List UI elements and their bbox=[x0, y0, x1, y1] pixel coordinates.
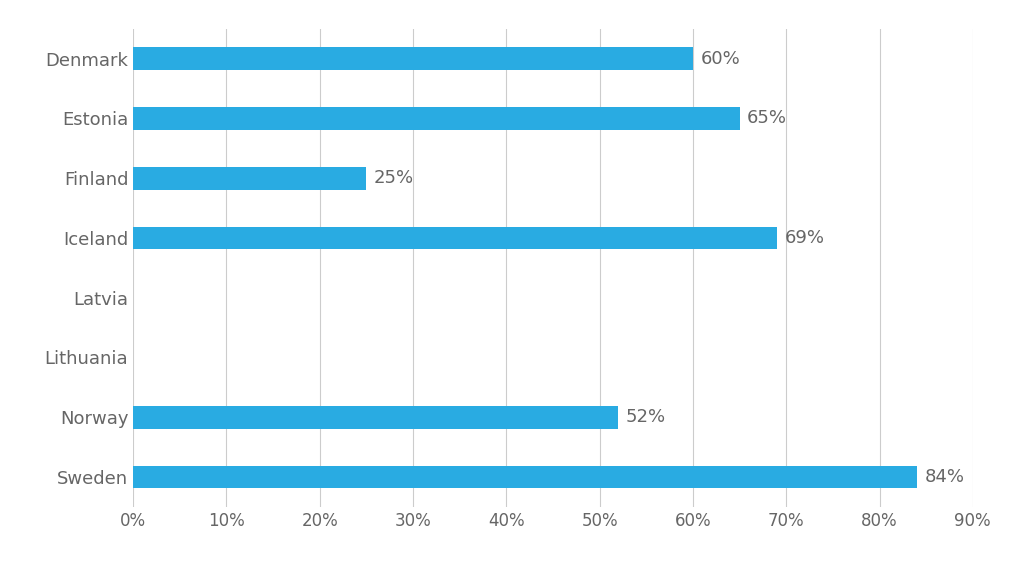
Bar bbox=[133, 167, 367, 190]
Bar bbox=[133, 465, 916, 488]
Bar bbox=[133, 107, 739, 130]
Bar bbox=[133, 47, 693, 70]
Bar bbox=[133, 226, 777, 249]
Text: 52%: 52% bbox=[626, 408, 666, 426]
Bar bbox=[133, 406, 618, 429]
Text: 84%: 84% bbox=[925, 468, 965, 486]
Text: 65%: 65% bbox=[748, 109, 787, 127]
Text: 69%: 69% bbox=[784, 229, 824, 247]
Text: 25%: 25% bbox=[374, 169, 414, 187]
Text: 60%: 60% bbox=[700, 50, 740, 68]
